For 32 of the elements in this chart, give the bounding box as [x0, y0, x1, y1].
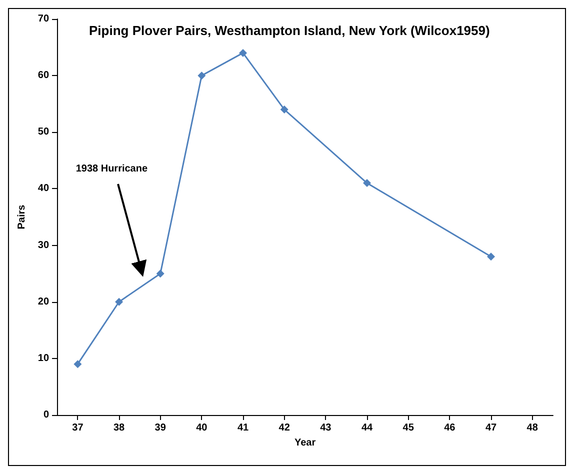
x-tick-label: 42 [278, 422, 290, 434]
point [115, 298, 124, 306]
chart-title: Piping Plover Pairs, Westhampton Island, New York (Wilcox1959) [89, 23, 490, 38]
point [363, 179, 372, 188]
point [239, 48, 248, 57]
y-tick-label: 60 [38, 70, 50, 82]
y-tick-label: 20 [38, 296, 50, 308]
y-tick-label: 30 [38, 240, 50, 251]
x-tick-label: 40 [196, 422, 208, 434]
annotation: 1938 Hurricane [76, 164, 148, 175]
point [74, 360, 82, 368]
x-tick-label: 41 [237, 422, 250, 434]
x-axis-title: Year [294, 437, 316, 448]
point [487, 252, 496, 261]
y-tick-label: 70 [38, 14, 50, 24]
x-tick-label: 48 [526, 422, 538, 434]
x-tick-label: 39 [154, 422, 166, 434]
y-tick-label: 50 [38, 126, 50, 138]
x-tick-label: 45 [402, 422, 414, 434]
x-tick-label: 43 [320, 422, 332, 434]
x-tick-label: 47 [485, 422, 497, 434]
y-tick-label: 40 [38, 183, 50, 194]
point [280, 106, 288, 114]
y-tick-label: 10 [38, 352, 50, 364]
x-tick-label: 46 [444, 422, 456, 434]
y-axis-title: Pairs [16, 204, 28, 230]
x-tick-label: 37 [72, 422, 84, 434]
y-tick-label: 0 [43, 410, 50, 420]
x-tick-label: 44 [361, 422, 374, 434]
point [156, 270, 164, 278]
x-tick-label: 38 [113, 422, 126, 434]
point [198, 72, 206, 80]
